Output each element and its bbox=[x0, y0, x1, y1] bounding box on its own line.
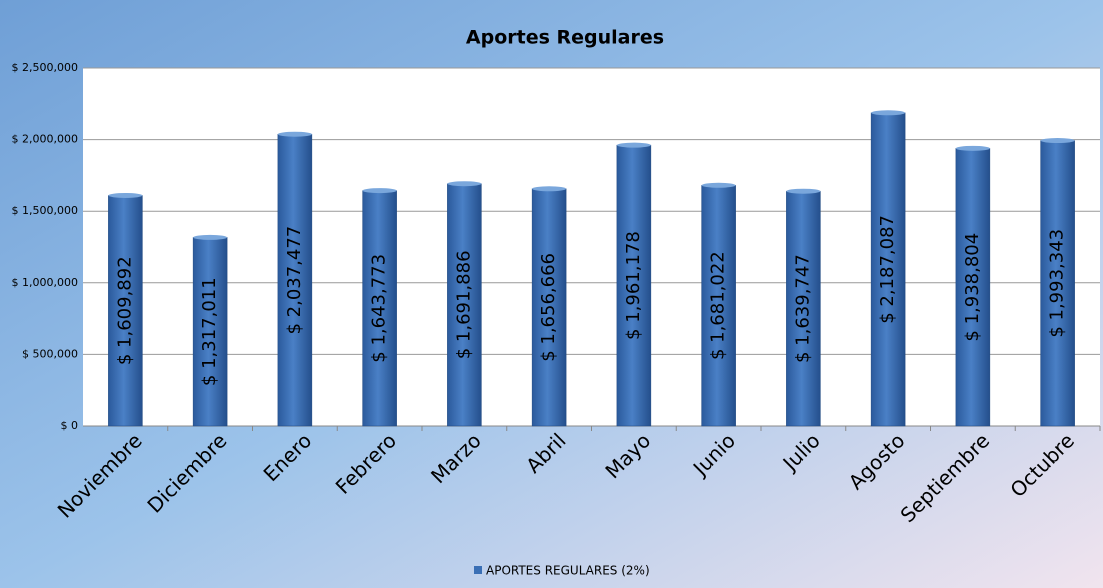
bar bbox=[447, 183, 482, 427]
bar-cap bbox=[786, 188, 821, 194]
bar-cap bbox=[701, 182, 736, 188]
y-tick-label: $ 1,000,000 bbox=[12, 276, 78, 289]
value-label: $ 1,656,666 bbox=[538, 253, 559, 362]
bar bbox=[701, 185, 736, 427]
y-tick-label: $ 2,500,000 bbox=[12, 61, 78, 74]
value-label: $ 1,609,892 bbox=[114, 256, 135, 365]
y-tick-label: $ 2,000,000 bbox=[12, 133, 78, 146]
bar-cap bbox=[277, 131, 312, 137]
bar-cap bbox=[108, 192, 143, 198]
value-label: $ 1,938,804 bbox=[962, 233, 983, 342]
bar bbox=[786, 190, 821, 427]
bar bbox=[531, 188, 567, 427]
bar-cap bbox=[193, 234, 228, 240]
bar bbox=[870, 112, 906, 427]
value-label: $ 2,037,477 bbox=[284, 226, 305, 335]
value-label: $ 1,681,022 bbox=[708, 251, 729, 360]
bar-cap bbox=[1040, 138, 1075, 144]
bar bbox=[277, 133, 313, 427]
value-label: $ 1,993,343 bbox=[1047, 229, 1068, 338]
legend-label: APORTES REGULARES (2%) bbox=[486, 564, 650, 578]
plot-area bbox=[83, 68, 1100, 426]
bar bbox=[192, 237, 228, 427]
value-label: $ 1,317,011 bbox=[199, 277, 220, 386]
value-label: $ 2,187,087 bbox=[877, 215, 898, 324]
bar-cap bbox=[362, 188, 397, 194]
value-label: $ 1,639,747 bbox=[792, 254, 813, 363]
legend-swatch bbox=[474, 566, 482, 574]
chart-title: Aportes Regulares bbox=[466, 27, 664, 49]
bar-cap bbox=[616, 142, 651, 148]
bar-cap bbox=[447, 181, 482, 187]
bar bbox=[1040, 140, 1075, 427]
bar bbox=[362, 190, 397, 427]
value-label: $ 1,643,773 bbox=[369, 254, 390, 363]
bar bbox=[955, 148, 991, 427]
value-label: $ 1,961,178 bbox=[623, 231, 644, 340]
value-label: $ 1,691,886 bbox=[453, 250, 474, 359]
bar-cap bbox=[532, 186, 567, 192]
y-tick-label: $ 500,000 bbox=[22, 347, 78, 360]
y-tick-label: $ 0 bbox=[61, 419, 79, 432]
bar-cap bbox=[871, 110, 906, 116]
bar-cap bbox=[955, 145, 990, 151]
y-tick-label: $ 1,500,000 bbox=[12, 204, 78, 217]
bar bbox=[616, 144, 652, 427]
